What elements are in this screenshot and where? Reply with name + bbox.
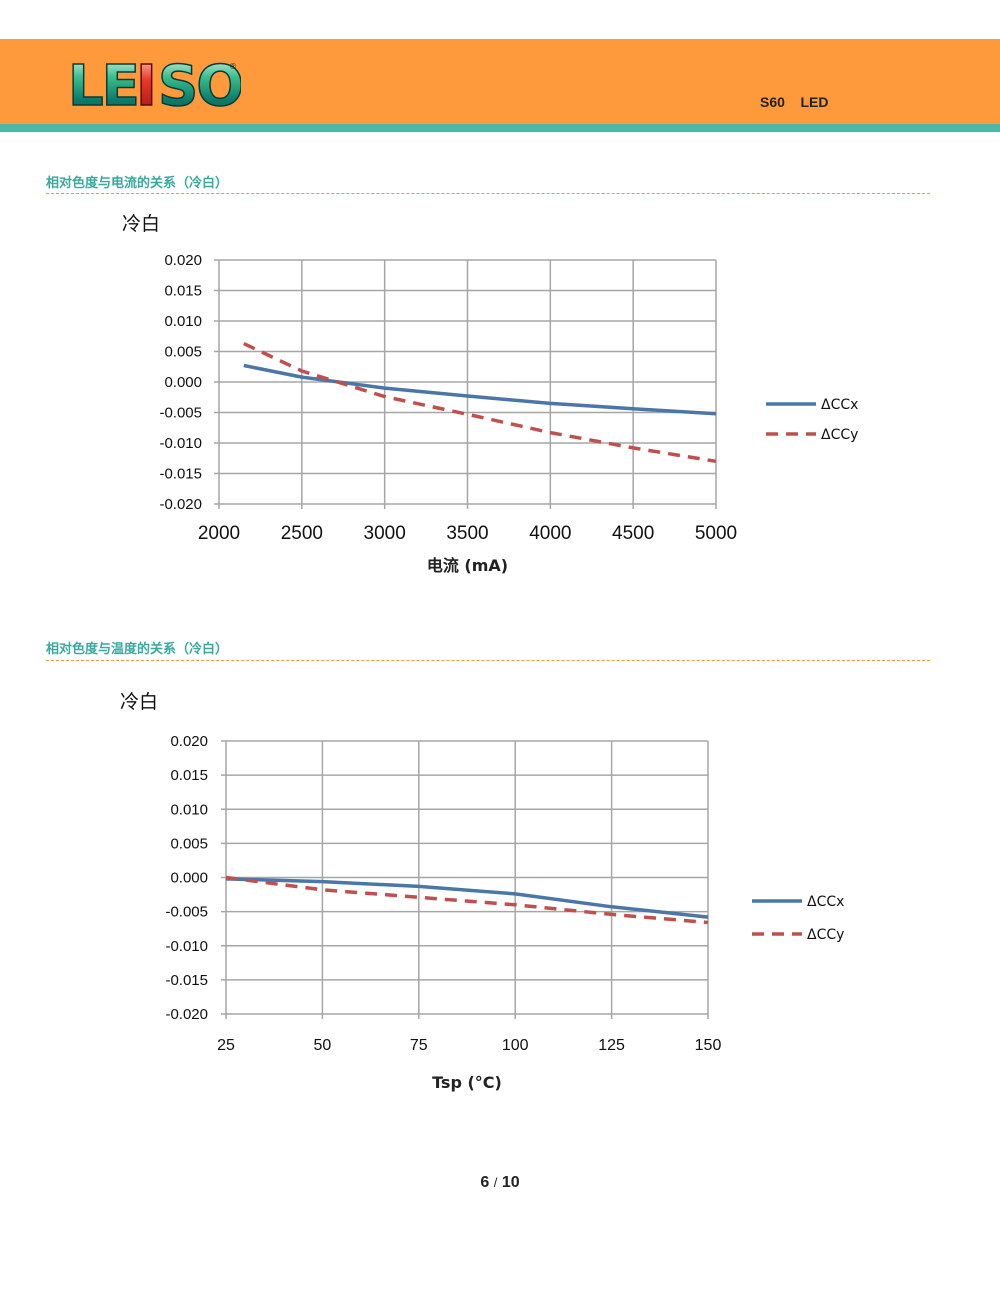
- legend-label: ΔCCy: [807, 927, 844, 943]
- y-tick-label: -0.010: [165, 938, 208, 955]
- y-tick-label: -0.005: [165, 904, 208, 921]
- section-title-current: 相对色度与电流的关系（冷白）: [46, 176, 229, 191]
- y-tick-label: 0.020: [170, 733, 208, 750]
- document-title: S60 LED: [760, 94, 829, 110]
- series-line-dccx: [225, 877, 709, 919]
- page-number: 6 / 10: [0, 1174, 1000, 1192]
- series-line-dccy: [225, 875, 709, 925]
- svg-text:SO: SO: [158, 55, 241, 115]
- page-total: 10: [501, 1174, 520, 1191]
- y-tick-label: 0.010: [170, 801, 208, 818]
- page-separator: /: [493, 1175, 498, 1190]
- x-tick-label: 3500: [446, 523, 488, 544]
- page-current: 6: [480, 1174, 490, 1191]
- x-axis-label: Tsp (°C): [432, 1073, 502, 1092]
- x-tick-label: 100: [502, 1037, 529, 1054]
- header-band: [0, 124, 1000, 132]
- section-title-temperature: 相对色度与温度的关系（冷白）: [46, 642, 229, 657]
- x-tick-label: 50: [314, 1037, 332, 1054]
- x-tick-label: 4000: [529, 523, 571, 544]
- y-tick-label: -0.005: [159, 405, 202, 422]
- x-tick-label: 150: [695, 1037, 722, 1054]
- y-tick-label: -0.015: [165, 972, 208, 989]
- y-tick-label: -0.020: [165, 1006, 208, 1023]
- y-tick-label: 0.005: [164, 344, 202, 361]
- svg-text:LE: LE: [68, 55, 138, 115]
- x-axis-label: 电流 (mA): [427, 556, 508, 575]
- y-tick-label: -0.015: [159, 466, 202, 483]
- legend-label: ΔCCx: [821, 397, 858, 413]
- section-divider: [46, 660, 930, 661]
- x-tick-label: 125: [598, 1037, 625, 1054]
- series-line-dccx: [243, 363, 717, 416]
- y-tick-label: 0.000: [164, 374, 202, 391]
- chart-title-temperature: 冷白: [120, 691, 159, 713]
- x-tick-label: 25: [217, 1037, 235, 1054]
- y-tick-label: 0.000: [170, 870, 208, 887]
- y-tick-label: 0.005: [170, 835, 208, 852]
- y-tick-label: -0.010: [159, 435, 202, 452]
- y-tick-label: 0.020: [164, 252, 202, 269]
- x-tick-label: 2500: [281, 523, 323, 544]
- chart-title-current: 冷白: [122, 213, 161, 235]
- legend-label: ΔCCx: [807, 894, 844, 910]
- y-tick-label: 0.015: [170, 767, 208, 784]
- legend-label: ΔCCy: [821, 427, 858, 443]
- header-bar: [0, 39, 1000, 124]
- leiso-logo: LE I SO ®: [67, 55, 241, 115]
- x-tick-label: 75: [410, 1037, 428, 1054]
- y-tick-label: -0.020: [159, 496, 202, 513]
- svg-text:I: I: [136, 55, 157, 115]
- x-tick-label: 2000: [198, 523, 240, 544]
- x-tick-label: 3000: [364, 523, 406, 544]
- series-line-dccy: [243, 342, 717, 464]
- y-tick-label: 0.015: [164, 283, 202, 300]
- x-tick-label: 5000: [695, 523, 737, 544]
- section-divider: [46, 193, 930, 194]
- svg-text:®: ®: [229, 62, 237, 71]
- x-tick-label: 4500: [612, 523, 654, 544]
- y-tick-label: 0.010: [164, 313, 202, 330]
